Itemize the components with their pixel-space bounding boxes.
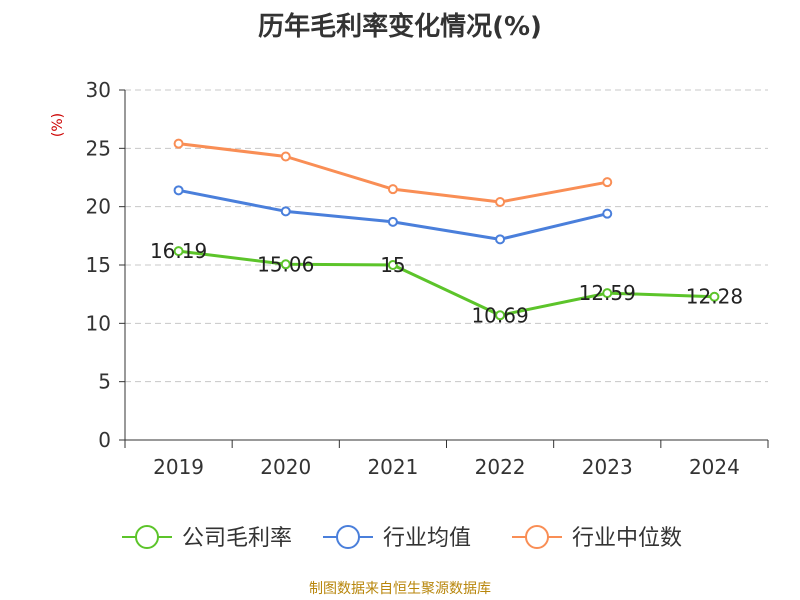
data-point	[280, 206, 291, 217]
y-axis-unit-label: (%)	[50, 113, 66, 137]
source-footer: 制图数据来自恒生聚源数据库	[309, 581, 491, 597]
x-tick-label: 2024	[689, 455, 740, 479]
data-label: 12.28	[686, 285, 743, 309]
legend-item: 公司毛利率	[122, 525, 292, 551]
data-point	[173, 185, 184, 196]
data-point	[495, 234, 506, 245]
data-point	[495, 310, 506, 321]
data-label: 15.06	[257, 252, 314, 276]
legend-item: 行业均值	[323, 525, 471, 551]
legend-marker	[135, 525, 159, 549]
data-point	[173, 246, 184, 257]
x-tick-label: 2019	[153, 455, 204, 479]
data-point	[602, 208, 613, 219]
legend-label: 行业均值	[383, 526, 471, 551]
axes: 0 5 10 15 20 25 30 2019 2020 2021 2022 2023 2024 (%)	[50, 78, 769, 479]
y-tick-label: 5	[98, 370, 111, 394]
y-tick-label: 10	[86, 311, 111, 335]
data-point	[602, 177, 613, 188]
y-tick-label: 15	[86, 253, 111, 277]
data-label: 16.19	[150, 239, 207, 263]
y-tick-label: 25	[86, 136, 111, 160]
y-tick-label: 0	[98, 428, 111, 452]
x-tick-label: 2022	[475, 455, 526, 479]
data-point	[280, 151, 291, 162]
series-line	[178, 188, 608, 241]
series-line	[178, 249, 715, 317]
data-point	[709, 291, 720, 302]
legend-marker	[336, 525, 360, 549]
series-points	[173, 138, 720, 321]
gridlines	[125, 89, 768, 383]
data-point	[387, 184, 398, 195]
legend-item: 行业中位数	[512, 525, 682, 551]
data-point	[602, 288, 613, 299]
x-tick-label: 2023	[582, 455, 633, 479]
data-label: 15	[380, 253, 405, 277]
data-point	[173, 138, 184, 149]
legend-label: 公司毛利率	[182, 526, 292, 551]
data-point	[280, 259, 291, 270]
data-label: 10.69	[471, 303, 528, 327]
x-tick-label: 2020	[260, 455, 311, 479]
legend-marker	[525, 525, 549, 549]
chart-title: 历年毛利率变化情况(%)	[258, 12, 542, 42]
data-label: 12.59	[579, 281, 636, 305]
legend: 公司毛利率 行业均值 行业中位数	[122, 525, 682, 551]
y-tick-label: 20	[86, 195, 111, 219]
data-point	[495, 197, 506, 207]
y-tick-label: 30	[86, 78, 111, 102]
x-tick-label: 2021	[367, 455, 418, 479]
data-point	[387, 216, 398, 227]
data-labels: 16.19 15.06 15 10.69 12.59 12.28	[150, 239, 743, 327]
legend-label: 行业中位数	[572, 526, 682, 551]
data-point	[387, 260, 398, 270]
